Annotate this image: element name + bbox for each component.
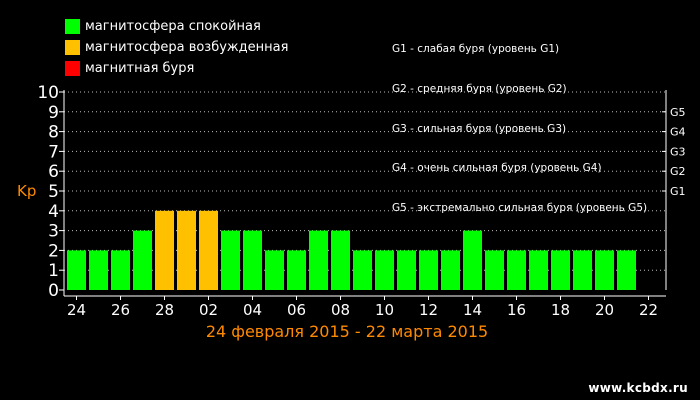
x-tick-label: 26: [111, 301, 130, 319]
kp-bar: [199, 210, 218, 290]
x-tick-label: 24: [67, 301, 86, 319]
right-tick-label: G4: [670, 126, 686, 139]
legend-swatch-excited: [65, 40, 80, 55]
right-tick-label: G3: [670, 145, 686, 158]
kp-bar: [287, 250, 306, 290]
kp-bar: [375, 250, 394, 290]
x-tick-label: 20: [595, 301, 614, 319]
y-tick-label: 6: [48, 162, 59, 182]
y-tick-label: 0: [48, 281, 59, 301]
g-legend-line-3: G3 - сильная буря (уровень G3): [392, 122, 567, 135]
kp-bar: [67, 250, 86, 290]
storm-level-legend: G1 - слабая буря (уровень G1) G2 - средн…: [392, 17, 647, 228]
g-legend-line-1: G1 - слабая буря (уровень G1): [392, 43, 560, 56]
x-tick-label: 12: [419, 301, 438, 319]
kp-bar: [111, 250, 130, 290]
x-tick-label: 16: [507, 301, 526, 319]
kp-bar: [397, 250, 416, 290]
status-legend: магнитосфера спокойная магнитосфера возб…: [65, 16, 288, 79]
legend-item-calm: магнитосфера спокойная: [65, 16, 288, 37]
kp-bar: [265, 250, 284, 290]
date-range-text: 24 февраля 2015 - 22 марта 2015: [205, 322, 489, 341]
kp-bar: [177, 210, 196, 290]
right-tick-label: G1: [670, 185, 686, 198]
x-tick-label: 04: [243, 301, 262, 319]
y-axis-label: Kp: [17, 182, 37, 200]
kp-bar: [133, 230, 152, 290]
site-watermark: www.kcbdx.ru: [588, 381, 688, 395]
kp-bar: [309, 230, 328, 290]
right-tick-label: G2: [670, 165, 686, 178]
legend-item-excited: магнитосфера возбужденная: [65, 37, 288, 58]
y-tick-label: 2: [48, 241, 59, 261]
kp-bar: [419, 250, 438, 290]
y-tick-label: 4: [48, 202, 59, 222]
legend-swatch-calm: [65, 19, 80, 34]
kp-bar: [573, 250, 592, 290]
kp-bar: [155, 210, 174, 290]
kp-bar: [331, 230, 350, 290]
kp-bar: [243, 230, 262, 290]
x-tick-label: 10: [375, 301, 394, 319]
kp-bar: [551, 250, 570, 290]
legend-item-storm: магнитная буря: [65, 58, 288, 79]
x-tick-label: 02: [199, 301, 218, 319]
g-legend-line-2: G2 - средняя буря (уровень G2): [392, 83, 567, 96]
x-tick-label: 18: [551, 301, 570, 319]
y-tick-label: 3: [48, 222, 59, 242]
y-tick-label: 8: [48, 123, 59, 143]
kp-bar: [353, 250, 372, 290]
kp-bar: [441, 250, 460, 290]
x-tick-label: 06: [287, 301, 306, 319]
x-tick-label: 08: [331, 301, 350, 319]
g-legend-line-4: G4 - очень сильная буря (уровень G4): [392, 162, 602, 175]
date-range-caption: 24 февраля 2015 - 22 марта 2015: [0, 322, 700, 341]
kp-bar: [507, 250, 526, 290]
g-legend-line-5: G5 - экстремально сильная буря (уровень …: [392, 201, 648, 214]
kp-bar: [463, 230, 482, 290]
y-tick-label: 9: [48, 103, 59, 123]
y-tick-label: 7: [48, 142, 59, 162]
legend-label-excited: магнитосфера возбужденная: [85, 40, 289, 55]
x-tick-label: 28: [155, 301, 174, 319]
y-tick-label: 1: [48, 261, 59, 281]
legend-label-storm: магнитная буря: [85, 61, 195, 76]
x-tick-label: 14: [463, 301, 482, 319]
legend-label-calm: магнитосфера спокойная: [85, 19, 261, 34]
kp-bar: [485, 250, 504, 290]
kp-bar: [529, 250, 548, 290]
kp-bar: [617, 250, 636, 290]
kp-bar: [595, 250, 614, 290]
x-tick-label: 22: [639, 301, 658, 319]
y-tick-label: 10: [37, 83, 59, 103]
y-tick-label: 5: [48, 182, 59, 202]
kp-bar: [89, 250, 108, 290]
legend-swatch-storm: [65, 61, 80, 76]
right-tick-label: G5: [670, 106, 686, 119]
kp-bar: [221, 230, 240, 290]
